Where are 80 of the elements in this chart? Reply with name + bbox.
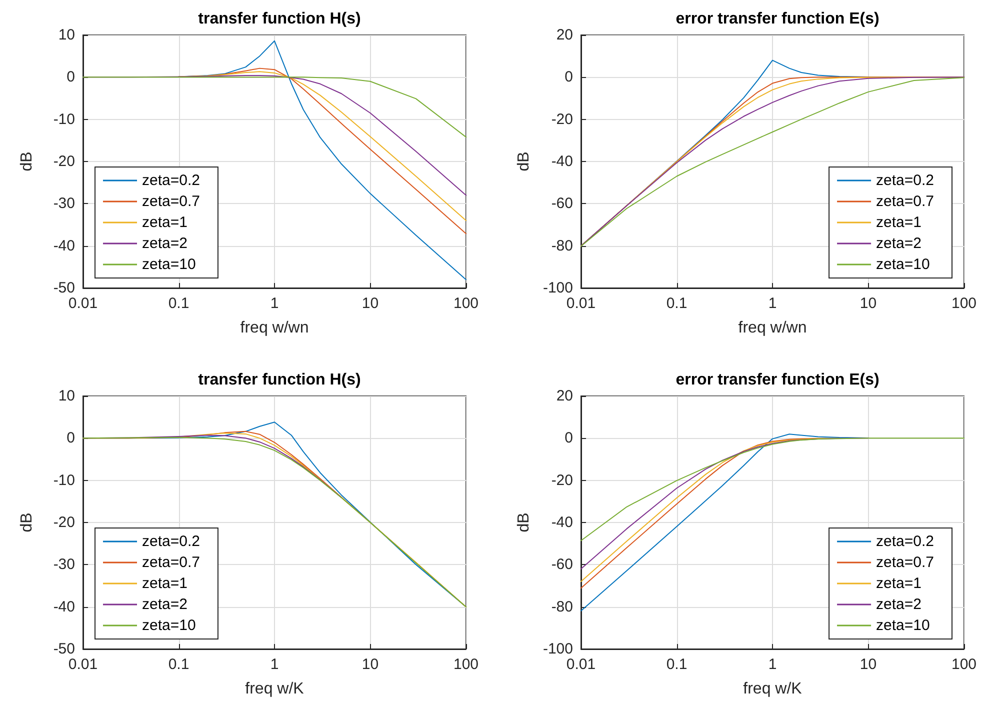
y-tick-label: 10: [58, 26, 75, 44]
y-axis-title: dB: [516, 512, 533, 532]
legend-label: zeta=1: [142, 575, 188, 592]
chart-title: transfer function H(s): [198, 372, 361, 388]
legend-label: zeta=1: [876, 575, 922, 592]
y-tick-label: 10: [58, 388, 75, 404]
x-tick-label: 0.1: [666, 295, 688, 312]
x-tick-label: 0.1: [168, 656, 190, 673]
y-tick-label: -20: [53, 514, 75, 531]
chart-title: error transfer function E(s): [676, 372, 880, 388]
legend-label: zeta=0.2: [876, 172, 934, 189]
x-axis-title: freq w/wn: [738, 320, 807, 336]
legend-label: zeta=10: [142, 617, 196, 634]
legend-label: zeta=2: [876, 596, 922, 613]
y-tick-label: -100: [542, 280, 573, 296]
legend-label: zeta=10: [876, 256, 930, 273]
y-tick-label: -20: [551, 472, 573, 489]
x-axis-title: freq w/K: [743, 680, 802, 698]
x-tick-label: 10: [860, 656, 877, 673]
x-tick-label: 0.1: [666, 656, 688, 673]
x-tick-label: 0.1: [168, 295, 190, 312]
x-tick-label: 1: [270, 656, 279, 673]
x-tick-label: 10: [362, 295, 379, 312]
x-tick-label: 10: [860, 295, 877, 312]
x-tick-label: 0.01: [566, 295, 596, 312]
y-tick-label: -40: [53, 598, 75, 616]
legend-label: zeta=0.2: [142, 172, 200, 189]
legend-label: zeta=1: [142, 214, 188, 231]
x-tick-label: 0.01: [68, 656, 98, 673]
x-tick-label: 100: [951, 295, 977, 312]
y-tick-label: -10: [53, 472, 75, 489]
y-tick-label: -100: [542, 640, 573, 658]
legend-label: zeta=10: [142, 256, 196, 273]
x-tick-label: 1: [768, 656, 777, 673]
legend-label: zeta=1: [876, 214, 922, 231]
y-tick-label: -80: [551, 237, 573, 254]
y-axis-title: dB: [18, 512, 36, 532]
y-tick-label: -60: [551, 556, 573, 574]
y-axis-title: dB: [18, 152, 36, 172]
y-tick-label: 0: [564, 430, 573, 447]
chart-title: error transfer function E(s): [676, 10, 880, 28]
y-tick-label: -40: [551, 153, 573, 170]
legend-label: zeta=2: [142, 235, 188, 252]
y-tick-label: 0: [66, 68, 75, 86]
x-axis-title: freq w/K: [245, 680, 304, 698]
y-tick-label: 20: [556, 388, 573, 404]
y-tick-label: -60: [551, 195, 573, 212]
legend-label: zeta=2: [876, 235, 922, 252]
y-tick-label: -50: [53, 640, 75, 658]
y-tick-label: -50: [53, 280, 75, 296]
y-tick-label: 0: [66, 430, 75, 447]
legend-label: zeta=0.7: [142, 193, 200, 210]
chart-title: transfer function H(s): [198, 10, 361, 28]
x-tick-label: 10: [362, 656, 379, 673]
y-tick-label: 20: [556, 26, 573, 44]
legend-label: zeta=0.2: [876, 533, 934, 550]
legend-label: zeta=0.7: [876, 193, 934, 210]
x-tick-label: 100: [453, 295, 479, 312]
legend-label: zeta=0.7: [142, 554, 200, 571]
x-tick-label: 0.01: [68, 295, 98, 312]
x-tick-label: 100: [453, 656, 479, 673]
y-tick-label: -10: [53, 110, 75, 128]
x-axis-title: freq w/wn: [240, 320, 309, 336]
x-tick-label: 100: [951, 656, 977, 673]
y-tick-label: -30: [53, 556, 75, 574]
y-tick-label: -40: [551, 514, 573, 531]
legend-label: zeta=10: [876, 617, 930, 634]
legend-label: zeta=0.2: [142, 533, 200, 550]
legend-label: zeta=0.7: [876, 554, 934, 571]
y-axis-title: dB: [516, 152, 533, 172]
legend-label: zeta=2: [142, 596, 188, 613]
y-tick-label: -20: [53, 153, 75, 170]
x-tick-label: 1: [270, 295, 279, 312]
y-tick-label: -30: [53, 195, 75, 212]
y-tick-label: -40: [53, 237, 75, 254]
x-tick-label: 0.01: [566, 656, 596, 673]
y-tick-label: -80: [551, 598, 573, 616]
y-tick-label: -20: [551, 110, 573, 128]
y-tick-label: 0: [564, 68, 573, 86]
x-tick-label: 1: [768, 295, 777, 312]
